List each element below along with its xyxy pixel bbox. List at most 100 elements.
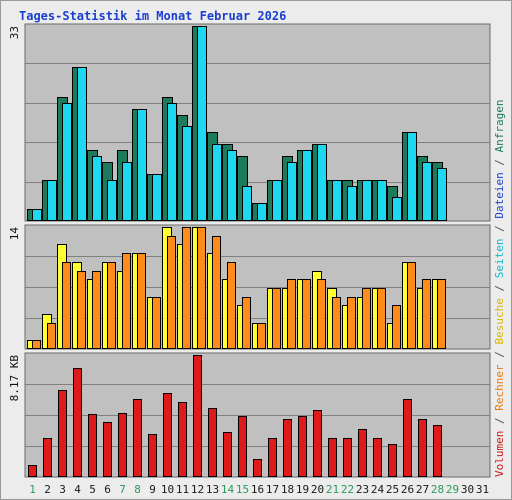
bar-rechner-day-12 — [197, 227, 206, 349]
legend-item: Besuche — [493, 298, 506, 344]
y-max-label-bottom: 8.17 KB — [8, 355, 21, 402]
bar-rechner-day-6 — [107, 262, 116, 349]
day-label: 30 — [461, 483, 474, 496]
bar-volumen-day-17 — [268, 438, 277, 477]
bar-rechner-day-4 — [77, 271, 86, 349]
day-label: 27 — [416, 483, 429, 496]
bar-dateien-day-12 — [197, 26, 207, 221]
bar-volumen-day-11 — [178, 402, 187, 477]
bar-dateien-day-3 — [62, 103, 72, 221]
chart-bars — [27, 26, 447, 477]
bar-rechner-day-14 — [227, 262, 236, 349]
legend-item: / — [493, 345, 506, 365]
day-label: 8 — [134, 483, 141, 496]
bar-rechner-day-20 — [317, 279, 326, 349]
bar-rechner-day-18 — [287, 279, 296, 349]
bar-dateien-day-2 — [47, 180, 57, 221]
day-label: 29 — [446, 483, 459, 496]
bar-volumen-day-9 — [148, 434, 157, 477]
bar-rechner-day-1 — [32, 340, 41, 349]
y-axis-labels: 33 14 8.17 KB — [8, 26, 21, 401]
bar-volumen-day-27 — [418, 419, 427, 477]
bar-volumen-day-12 — [193, 355, 202, 477]
day-label: 31 — [476, 483, 489, 496]
bar-rechner-day-16 — [257, 323, 266, 349]
bar-rechner-day-25 — [392, 305, 401, 349]
day-label: 22 — [341, 483, 354, 496]
bar-volumen-day-5 — [88, 414, 97, 477]
day-label: 4 — [74, 483, 81, 496]
bar-dateien-day-23 — [362, 180, 372, 221]
bar-volumen-day-3 — [58, 390, 67, 477]
bar-rechner-day-11 — [182, 227, 191, 349]
legend-item: Seiten — [493, 239, 506, 279]
day-label: 16 — [251, 483, 264, 496]
bar-dateien-day-15 — [242, 186, 252, 221]
day-labels: 1 2 3 4 5 6 7 8 9 10 11 12 13 14 15 16 17 18 19 20 21 22 23 24 2… — [29, 483, 489, 496]
day-label: 10 — [161, 483, 174, 496]
bar-rechner-day-7 — [122, 253, 131, 349]
bar-rechner-day-5 — [92, 271, 101, 349]
bar-dateien-day-19 — [302, 150, 312, 221]
bar-volumen-day-25 — [388, 444, 397, 477]
bar-volumen-day-20 — [313, 410, 322, 477]
bar-rechner-day-28 — [437, 279, 446, 349]
bar-volumen-day-26 — [403, 399, 412, 477]
chart-panels — [24, 23, 491, 478]
bar-volumen-day-16 — [253, 459, 262, 477]
day-label: 11 — [176, 483, 189, 496]
bar-rechner-day-17 — [272, 288, 281, 349]
bar-rechner-day-9 — [152, 297, 161, 349]
day-label: 3 — [59, 483, 66, 496]
bar-volumen-day-2 — [43, 438, 52, 477]
bar-dateien-day-8 — [137, 109, 147, 221]
bar-rechner-day-2 — [47, 323, 56, 349]
legend-item: / — [493, 152, 506, 172]
legend-item: Anfragen — [493, 99, 506, 152]
bar-volumen-day-23 — [358, 429, 367, 477]
day-label: 13 — [206, 483, 219, 496]
bar-dateien-day-14 — [227, 150, 237, 221]
day-label: 12 — [191, 483, 204, 496]
bar-volumen-day-8 — [133, 399, 142, 477]
day-label: 19 — [296, 483, 309, 496]
bar-volumen-day-7 — [118, 413, 127, 477]
bar-dateien-day-6 — [107, 180, 117, 221]
chart-title: Tages-Statistik im Monat Februar 2026 — [19, 9, 287, 23]
legend-item: / — [493, 219, 506, 239]
bar-volumen-day-10 — [163, 393, 172, 477]
bar-dateien-day-1 — [32, 209, 42, 221]
bar-rechner-day-15 — [242, 297, 251, 349]
bar-volumen-day-4 — [73, 368, 82, 477]
bar-volumen-day-22 — [343, 438, 352, 477]
bar-dateien-day-27 — [422, 162, 432, 221]
day-label: 15 — [236, 483, 249, 496]
bar-volumen-day-21 — [328, 438, 337, 477]
bar-dateien-day-10 — [167, 103, 177, 221]
bar-volumen-day-15 — [238, 416, 247, 477]
y-max-label-top: 33 — [8, 26, 21, 39]
bar-rechner-day-3 — [62, 262, 71, 349]
day-label: 18 — [281, 483, 294, 496]
legend-item: / — [493, 411, 506, 431]
bar-volumen-day-1 — [28, 465, 37, 477]
bar-dateien-day-26 — [407, 132, 417, 221]
day-label: 14 — [221, 483, 235, 496]
y-max-label-middle: 14 — [8, 227, 21, 241]
day-label: 9 — [149, 483, 156, 496]
legend: Volumen / Rechner / Besuche / Seiten / D… — [493, 99, 506, 477]
bar-rechner-day-21 — [332, 297, 341, 349]
day-label: 26 — [401, 483, 414, 496]
day-label: 28 — [431, 483, 444, 496]
bar-dateien-day-17 — [272, 180, 282, 221]
bar-dateien-day-11 — [182, 126, 192, 221]
legend-text: Volumen / Rechner / Besuche / Seiten / D… — [493, 99, 506, 477]
bar-dateien-day-13 — [212, 144, 222, 221]
bar-dateien-day-25 — [392, 197, 402, 221]
bar-rechner-day-13 — [212, 236, 221, 349]
bar-volumen-day-24 — [373, 438, 382, 477]
bar-dateien-day-21 — [332, 180, 342, 221]
bar-volumen-day-6 — [103, 422, 112, 477]
bar-dateien-day-20 — [317, 144, 327, 221]
day-label: 17 — [266, 483, 279, 496]
